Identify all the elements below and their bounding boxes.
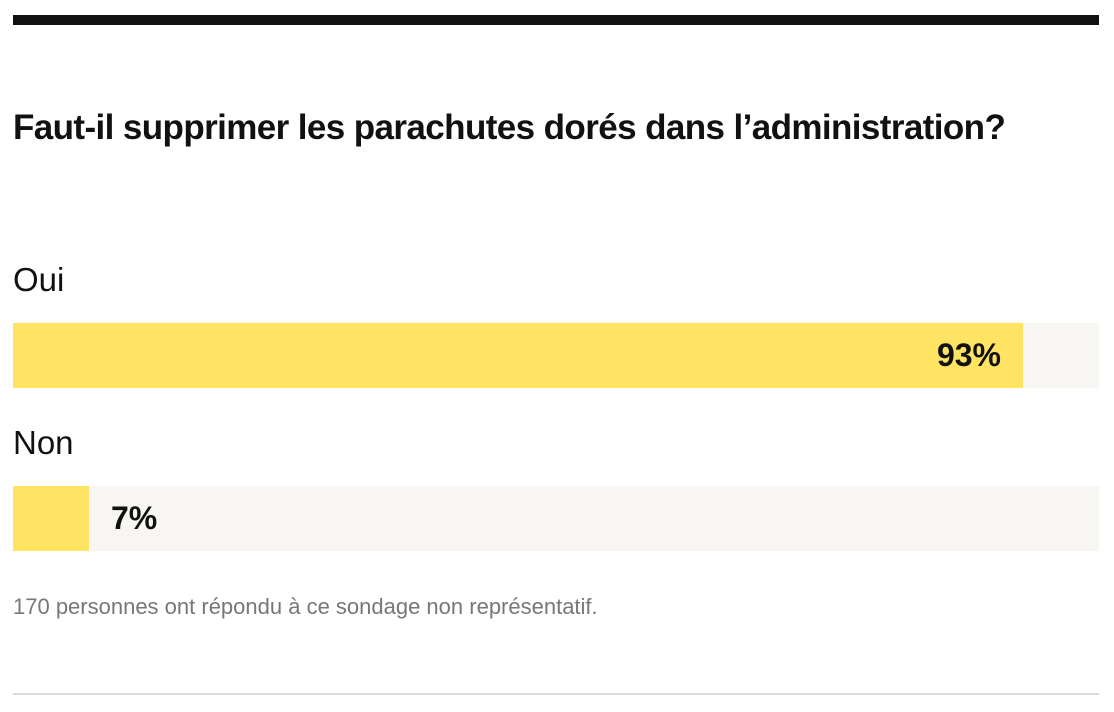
poll-question: Faut-il supprimer les parachutes dorés d… bbox=[13, 108, 1006, 147]
result-percent-non: 7% bbox=[111, 500, 158, 536]
option-label-non: Non bbox=[13, 424, 74, 461]
result-percent-oui: 93% bbox=[936, 337, 1001, 373]
result-bar-fill-oui bbox=[13, 323, 1023, 388]
result-bar-fill-non bbox=[13, 486, 89, 551]
result-bar-non: 7% bbox=[13, 486, 1099, 551]
bottom-divider bbox=[13, 693, 1099, 695]
option-label-oui: Oui bbox=[13, 261, 65, 298]
poll-footnote: 170 personnes ont répondu à ce sondage n… bbox=[13, 594, 598, 619]
result-bar-oui: 93% bbox=[13, 323, 1099, 388]
poll-widget: Faut-il supprimer les parachutes dorés d… bbox=[13, 15, 1099, 695]
top-divider bbox=[13, 15, 1099, 25]
